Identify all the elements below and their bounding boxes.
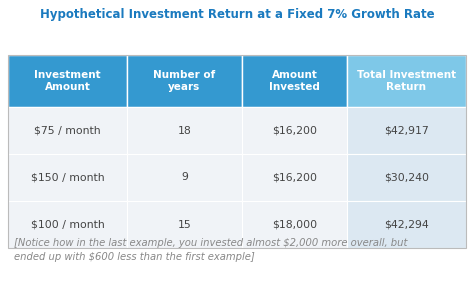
FancyBboxPatch shape	[347, 107, 466, 154]
Text: $16,200: $16,200	[272, 173, 317, 182]
FancyBboxPatch shape	[242, 55, 347, 107]
FancyBboxPatch shape	[8, 107, 127, 154]
Text: $18,000: $18,000	[272, 220, 317, 230]
FancyBboxPatch shape	[347, 55, 466, 107]
FancyBboxPatch shape	[347, 154, 466, 201]
FancyBboxPatch shape	[127, 154, 242, 201]
FancyBboxPatch shape	[242, 107, 347, 154]
Text: ended up with $600 less than the first example]: ended up with $600 less than the first e…	[14, 252, 255, 262]
Text: $150 / month: $150 / month	[31, 173, 104, 182]
Text: Hypothetical Investment Return at a Fixed 7% Growth Rate: Hypothetical Investment Return at a Fixe…	[40, 8, 434, 21]
FancyBboxPatch shape	[127, 107, 242, 154]
FancyBboxPatch shape	[8, 201, 127, 248]
Text: $75 / month: $75 / month	[34, 126, 101, 135]
Text: Total Investment
Return: Total Investment Return	[357, 70, 456, 92]
Text: 18: 18	[178, 126, 191, 135]
Text: [Notice how in the last example, you invested almost $2,000 more overall, but: [Notice how in the last example, you inv…	[14, 238, 407, 248]
Text: $30,240: $30,240	[384, 173, 429, 182]
FancyBboxPatch shape	[8, 55, 127, 107]
FancyBboxPatch shape	[127, 55, 242, 107]
FancyBboxPatch shape	[242, 201, 347, 248]
Text: Number of
years: Number of years	[154, 70, 216, 92]
FancyBboxPatch shape	[8, 154, 127, 201]
FancyBboxPatch shape	[127, 201, 242, 248]
Text: Investment
Amount: Investment Amount	[34, 70, 101, 92]
Text: 9: 9	[181, 173, 188, 182]
Text: Amount
Invested: Amount Invested	[269, 70, 320, 92]
Text: $100 / month: $100 / month	[31, 220, 104, 230]
Text: 15: 15	[178, 220, 191, 230]
FancyBboxPatch shape	[347, 201, 466, 248]
Text: $42,294: $42,294	[384, 220, 429, 230]
Text: $42,917: $42,917	[384, 126, 429, 135]
Text: $16,200: $16,200	[272, 126, 317, 135]
FancyBboxPatch shape	[242, 154, 347, 201]
